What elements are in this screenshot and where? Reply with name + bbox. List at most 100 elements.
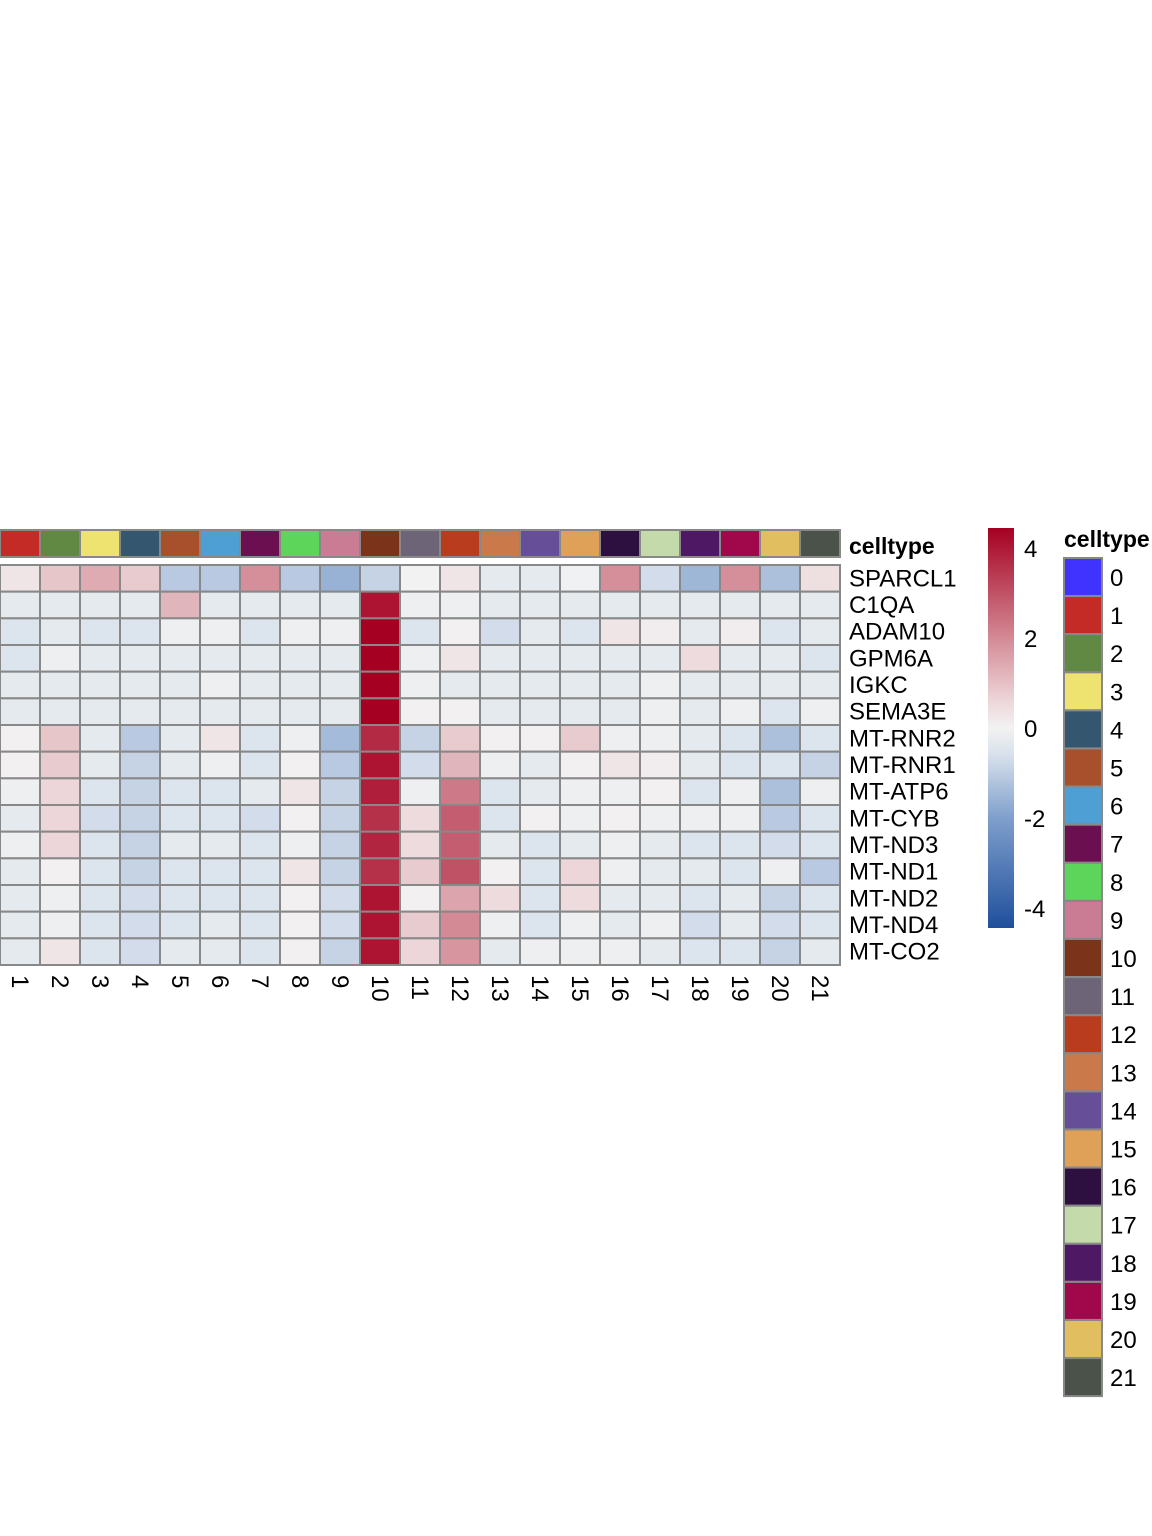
heatmap-cell [799,937,841,966]
row-label: MT-RNR1 [849,752,956,779]
heatmap-cell [239,857,281,886]
heatmap-cell [79,617,121,646]
annotation-cell-9 [319,529,361,558]
heatmap-cell [599,830,641,860]
row-label: ADAM10 [849,619,945,646]
heatmap-cell [799,564,841,593]
row-label: MT-ND1 [849,859,938,886]
heatmap-cell [399,804,441,833]
heatmap-cell [319,590,361,620]
heatmap-cell [239,697,281,726]
heatmap-cell [479,724,521,753]
legend-label: 17 [1110,1213,1137,1240]
heatmap-cell [319,724,361,753]
annotation-cell-13 [479,529,521,558]
heatmap-cell [199,910,241,940]
legend-label: 13 [1110,1060,1137,1087]
heatmap-cell [279,670,321,700]
heatmap-cell [39,617,81,646]
heatmap-cell [719,937,761,966]
annotation-cell-10 [359,529,401,558]
legend-label: 3 [1110,679,1123,706]
heatmap-cell [279,750,321,780]
heatmap-cell [0,857,41,886]
heatmap-cell [159,590,201,620]
heatmap-cell [239,910,281,940]
heatmap-cell [79,750,121,780]
heatmap-cell [439,644,481,673]
heatmap-cell [759,884,801,913]
heatmap-cell [679,937,721,966]
heatmap-cell [0,617,41,646]
heatmap-cell [399,617,441,646]
column-labels: 1 2 3 4 5 6 7 8 9 10 11 12 13 14 15 16 17 18 19 20 21 [6,975,833,1002]
column-label: 5 [166,975,193,988]
heatmap-cell [719,724,761,753]
heatmap-cell [439,724,481,753]
heatmap-cell [0,590,41,620]
heatmap-cell [199,937,241,966]
heatmap-cell [159,830,201,860]
annotation-cell-12 [439,529,481,558]
heatmap-cell [159,697,201,726]
heatmap-cell [239,937,281,966]
heatmap-cell [479,910,521,940]
heatmap-cell [79,590,121,620]
heatmap-cell [519,724,561,753]
heatmap-cell [199,644,241,673]
heatmap-cell [319,670,361,700]
heatmap-cell [759,644,801,673]
row-label: MT-CYB [849,805,940,832]
heatmap-cell [159,644,201,673]
annotation-cell-1 [0,529,41,558]
legend-label: 10 [1110,946,1137,973]
heatmap-cell [439,617,481,646]
legend-swatch-10 [1063,938,1103,978]
heatmap-cell [319,830,361,860]
heatmap-cell [599,937,641,966]
heatmap-cell [359,884,401,913]
heatmap-cell [399,857,441,886]
column-label: 9 [326,975,353,988]
legend-swatch-21 [1063,1357,1103,1398]
heatmap-cell [199,750,241,780]
annotation-cell-18 [679,529,721,558]
heatmap-cell [479,804,521,833]
heatmap-cell [239,670,281,700]
heatmap-cell [439,590,481,620]
heatmap-cell [559,830,601,860]
heatmap-cell [399,724,441,753]
heatmap-cell [359,564,401,593]
legend-label: 1 [1110,603,1123,630]
colorbar-tick-label: 0 [1024,716,1037,743]
heatmap-cell [39,910,81,940]
legend-swatch-0 [1063,557,1103,597]
heatmap-cell [519,937,561,966]
heatmap-cell [119,830,161,860]
heatmap-cell [119,670,161,700]
heatmap-cell [199,670,241,700]
legend-label: 18 [1110,1251,1137,1278]
heatmap-cell [719,884,761,913]
heatmap-cell [119,617,161,646]
heatmap-cell [719,804,761,833]
heatmap-cell [359,857,401,886]
heatmap-cell [359,750,401,780]
heatmap-cell [599,724,641,753]
heatmap-cell [479,564,521,593]
heatmap-cell [239,830,281,860]
heatmap-cell [119,804,161,833]
legend-swatch-2 [1063,633,1103,674]
heatmap-cell [679,777,721,806]
heatmap-cell [119,884,161,913]
heatmap-cell [239,804,281,833]
legend-label: 4 [1110,717,1123,744]
heatmap-cell [79,564,121,593]
heatmap-cell [759,830,801,860]
heatmap-cell [759,617,801,646]
heatmap-cell [359,804,401,833]
annotation-cell-15 [559,529,601,558]
heatmap-cell [679,617,721,646]
row-labels: SPARCL1C1QAADAM10GPM6AIGKCSEMA3EMT-RNR2M… [849,565,957,965]
heatmap-cell [719,590,761,620]
